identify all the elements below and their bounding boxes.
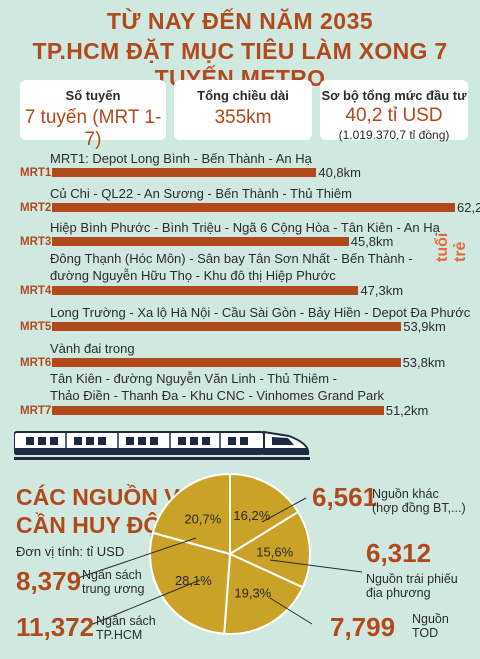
label-other: Nguồn khác (hợp đồng BT,...) [372, 487, 466, 515]
stat-value: 7 tuyến (MRT 1-7) [24, 107, 162, 150]
amount-tod: 7,799 [330, 612, 396, 642]
route-text: Hiệp Bình Phước - Bình Triệu - Ngã 6 Cộn… [50, 220, 440, 235]
stat-box-investment: Sơ bộ tổng mức đầu tư 40,2 tỉ USD (1.019… [320, 80, 468, 142]
label-line: Ngân sách [96, 614, 156, 628]
label-bonds: Nguồn trái phiếu địa phương [366, 572, 458, 600]
route-text: Đông Thạnh (Hóc Môn) - Sân bay Tân Sơn N… [50, 251, 413, 266]
line-label: MRT3 [20, 236, 52, 248]
length-value: 51,2km [385, 403, 429, 418]
stat-box-length: Tổng chiều dài 355km [174, 80, 312, 140]
route-text: Tân Kiên - đường Nguyễn Văn Linh - Thủ T… [50, 371, 338, 386]
headline-line-2: TP.HCM ĐẶT MỤC TIÊU LÀM XONG 7 TUYẾN MET… [32, 38, 448, 91]
leader-line [261, 497, 307, 523]
pie-percent-label: 15,6% [256, 544, 293, 559]
leader-line [77, 537, 197, 579]
length-bar [52, 406, 384, 415]
label-line: TOD [412, 626, 439, 640]
funding-unit: Đơn vị tính: tỉ USD [16, 544, 125, 559]
label-tod: Nguồn TOD [412, 612, 449, 640]
pie-slice [223, 552, 305, 635]
line-label: MRT5 [20, 321, 52, 333]
route-text: Củ Chi - QL22 - An Sương - Bến Thành - T… [50, 186, 352, 201]
leader-line [269, 559, 363, 573]
length-bar [52, 168, 317, 177]
length-value: 53,9km [403, 319, 446, 334]
line-label: MRT6 [20, 357, 52, 369]
route-text: Long Trường - Xa lộ Hà Nội - Cầu Sài Gòn… [50, 305, 471, 320]
length-value: 53,8km [402, 355, 446, 370]
label-line: (hợp đồng BT,...) [372, 501, 466, 515]
stat-label: Số tuyến [65, 88, 121, 103]
amount-central-budget: 8,379 [16, 566, 82, 596]
length-bar [52, 237, 349, 246]
pie-percent-label: 28,1% [175, 573, 212, 588]
label-central-budget: Ngân sách trung ương [82, 568, 144, 596]
amount-other: 6,561 [312, 482, 378, 512]
pie-slice [229, 472, 300, 556]
length-value: 40,8km [318, 165, 361, 180]
length-bar [52, 286, 359, 295]
line-label: MRT2 [20, 202, 52, 214]
stat-label: Tổng chiều dài [197, 88, 289, 103]
pie-percent-label: 19,3% [234, 586, 271, 601]
train-icon [14, 430, 310, 460]
stat-label: Sơ bộ tổng mức đầu tư [321, 88, 467, 103]
pie-slice [149, 531, 232, 635]
amount-bonds: 6,312 [366, 538, 432, 568]
amount-city-budget: 11,372 [16, 612, 95, 642]
label-line: TP.HCM [96, 628, 143, 642]
pie-percent-label: 16,2% [233, 508, 270, 523]
line-label: MRT7 [20, 405, 52, 417]
stat-value: 355km [214, 107, 272, 128]
label-line: Nguồn [412, 612, 449, 626]
headline-line-1: TỪ NAY ĐẾN NĂM 2035 [106, 8, 374, 34]
leader-line [87, 579, 201, 627]
length-bar [52, 358, 401, 367]
label-line: Ngân sách [82, 568, 142, 582]
line-label: MRT1 [20, 167, 52, 179]
length-value: 47,3km [360, 283, 404, 298]
length-value: 62,2km [457, 200, 480, 215]
label-line: trung ương [82, 582, 145, 596]
pie-slice [227, 510, 311, 589]
length-bar [52, 203, 455, 212]
leader-line [269, 597, 313, 625]
line-label: MRT4 [20, 285, 52, 297]
pie-percent-label: 20,7% [184, 511, 221, 526]
pie-slice [151, 472, 231, 556]
stat-box-lines: Số tuyến 7 tuyến (MRT 1-7) [20, 80, 166, 150]
label-line: Nguồn trái phiếu [366, 572, 458, 586]
label-city-budget: Ngân sách TP.HCM [96, 614, 156, 642]
route-text: MRT1: Depot Long Bình - Bến Thành - An H… [50, 151, 312, 166]
route-text: Thảo Điền - Thanh Đa - Khu CNC - Vinhome… [50, 388, 385, 403]
label-line: Nguồn khác [372, 487, 439, 501]
length-bar [52, 322, 402, 331]
stat-subvalue: (1.019.370,7 tỉ đồng) [338, 128, 450, 142]
route-text: đường Nguyễn Hữu Thọ - Khu đô thị Hiệp P… [50, 268, 336, 283]
stat-value: 40,2 tỉ USD [345, 105, 443, 126]
length-value: 45,8km [350, 234, 394, 249]
label-line: địa phương [366, 586, 431, 600]
route-text: Vành đai trong [50, 341, 135, 356]
